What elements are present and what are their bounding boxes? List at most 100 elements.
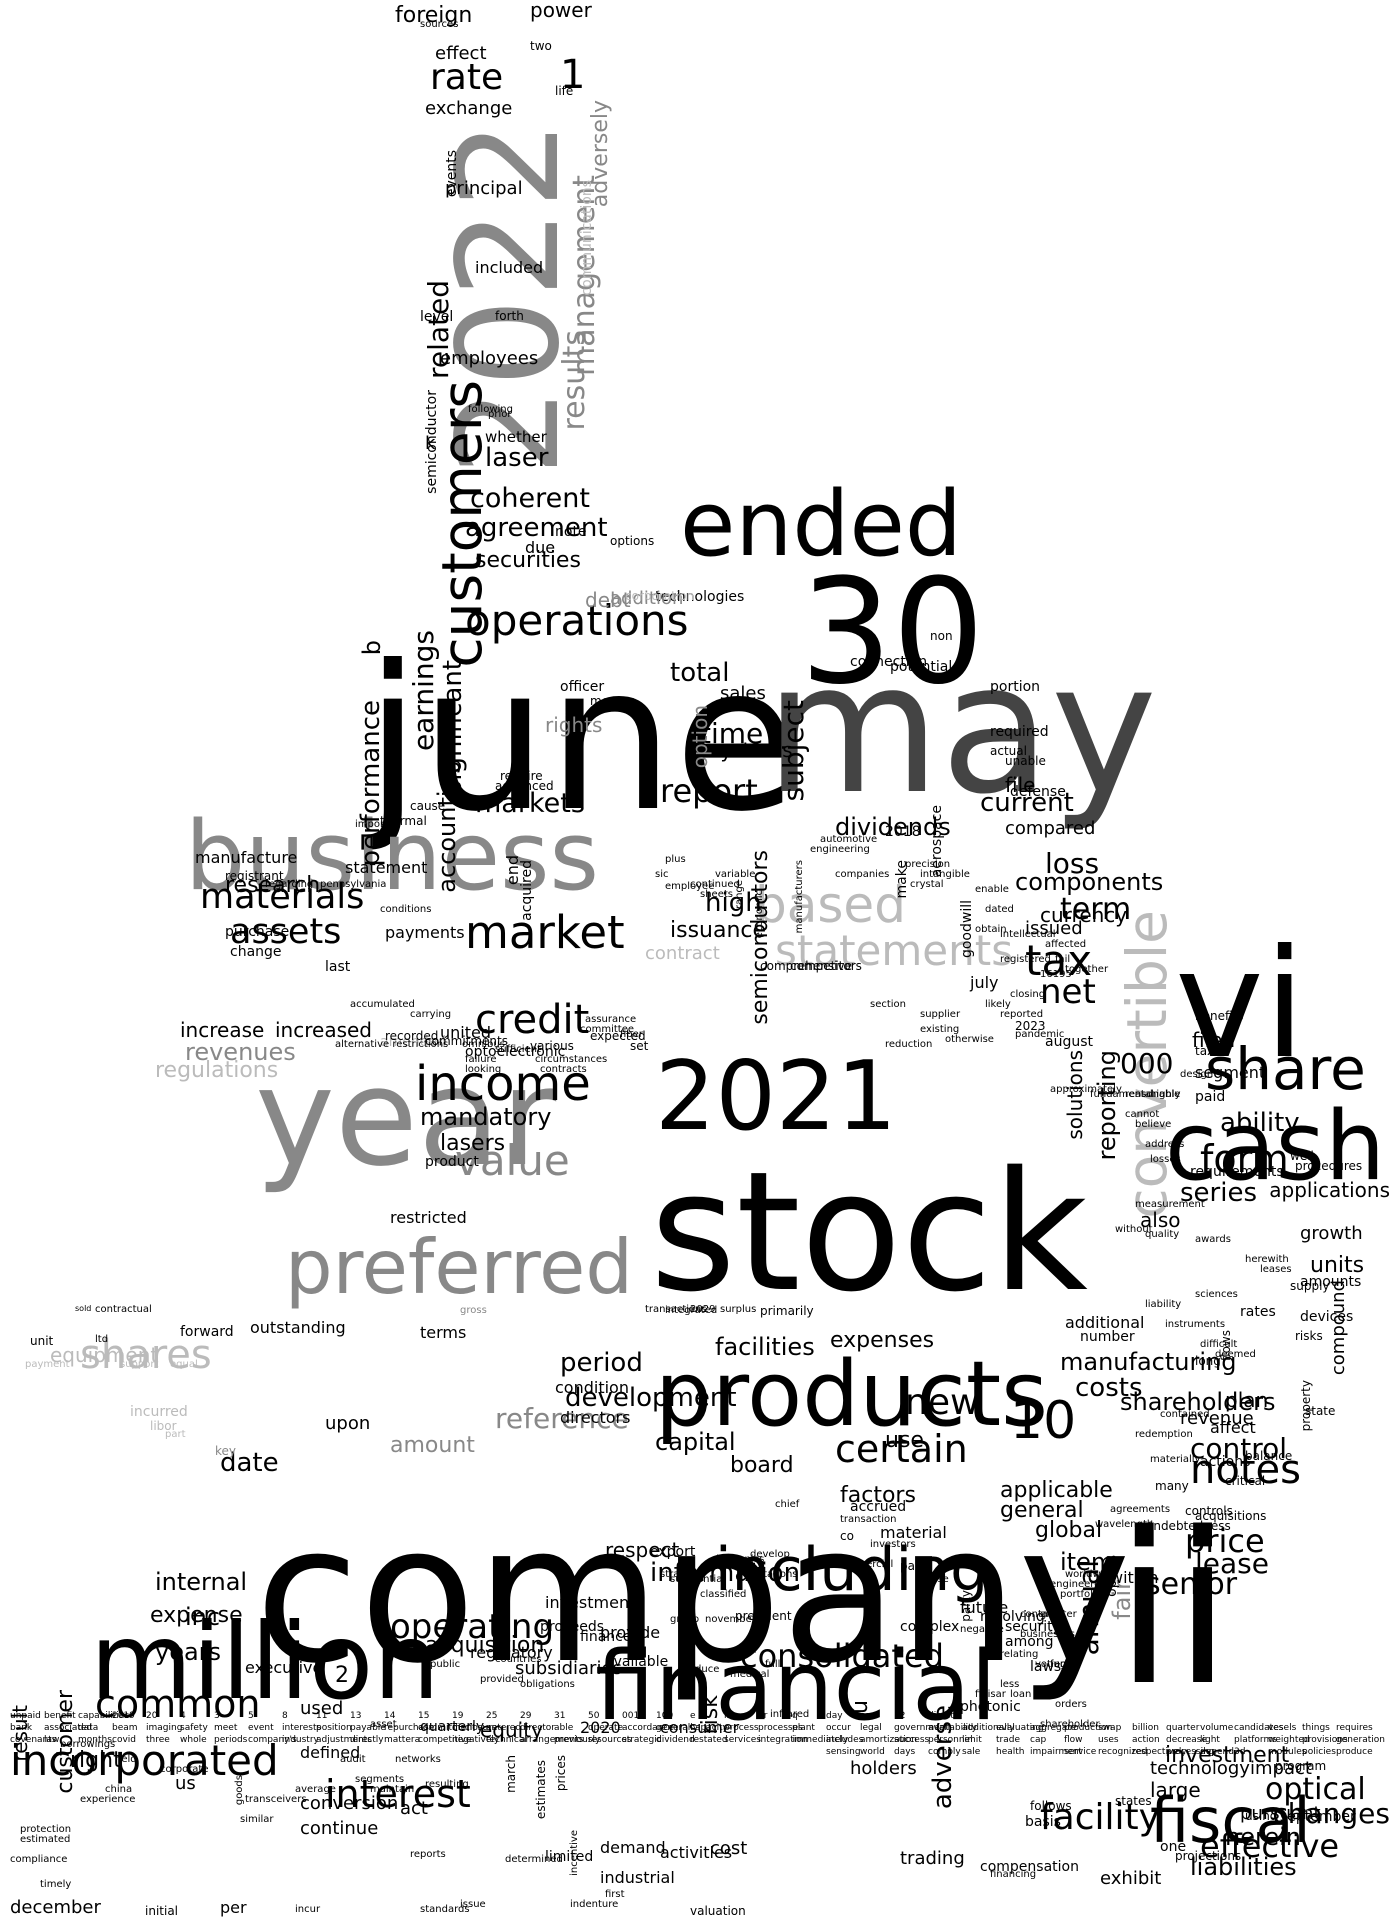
cloud-word: devices	[1300, 1309, 1354, 1325]
cloud-word: provided	[480, 1674, 524, 1685]
cloud-word: payments	[385, 923, 465, 942]
cloud-word: depend	[1200, 1747, 1234, 1757]
cloud-word: 3	[214, 1711, 220, 1721]
cloud-word: losses	[1150, 1154, 1181, 1165]
cloud-word: flow	[1064, 1735, 1083, 1745]
cloud-word: whole	[180, 1735, 207, 1745]
cloud-word: paid	[1195, 1089, 1226, 1105]
cloud-word: address	[1145, 1139, 1185, 1150]
cloud-word: repurchase	[384, 1723, 435, 1733]
cloud-word: acquisitions	[1195, 1509, 1267, 1523]
cloud-word: earnings	[407, 630, 440, 752]
cloud-word: standards	[420, 1904, 470, 1915]
cloud-word: shares	[80, 1332, 212, 1378]
cloud-word: goodwill	[959, 900, 975, 959]
cloud-word: sec	[860, 1711, 876, 1721]
cloud-word: affect	[1210, 1418, 1256, 1437]
cloud-word: form	[1200, 1137, 1289, 1181]
cloud-word: otherwise	[945, 1034, 994, 1045]
cloud-word: strategic	[622, 1735, 662, 1745]
cloud-word: issuance	[670, 918, 767, 943]
cloud-word: protection	[20, 1824, 72, 1835]
cloud-word: light	[1200, 1735, 1220, 1745]
cloud-word: 14	[384, 1711, 396, 1721]
cloud-word: credit	[475, 997, 590, 1043]
cloud-word: reporting	[1093, 1050, 1121, 1161]
cloud-word: interests	[282, 1723, 322, 1733]
cloud-word: restated	[690, 1735, 728, 1745]
cloud-word: president	[735, 1609, 792, 1623]
cloud-word: august	[1045, 1034, 1093, 1050]
cloud-word: indenture	[570, 1899, 619, 1910]
cloud-word: section	[870, 999, 907, 1010]
cloud-word: costs	[1075, 1373, 1143, 1403]
cloud-word: applications	[1269, 1178, 1390, 1202]
cloud-word: variable	[715, 869, 756, 880]
cloud-word: support	[120, 1359, 159, 1370]
cloud-word: systems	[710, 738, 793, 762]
cloud-word: primarily	[760, 1304, 814, 1318]
cloud-word: risks	[1295, 1329, 1323, 1343]
cloud-word: operating	[390, 1607, 555, 1647]
cloud-word: current	[980, 788, 1074, 818]
cloud-word: high	[705, 888, 762, 918]
cloud-word: conditions	[380, 904, 432, 915]
cloud-word: subsidiaries	[515, 1658, 622, 1679]
cloud-word: security	[1005, 1619, 1061, 1635]
cloud-word: components	[1015, 868, 1164, 896]
cloud-word: board	[730, 1453, 794, 1478]
cloud-word: meet	[214, 1723, 238, 1733]
cloud-word: evaluating	[996, 1723, 1044, 1733]
cloud-word: trading	[900, 1848, 965, 1869]
cloud-word: k	[425, 433, 436, 454]
cloud-word: cost	[710, 1838, 748, 1859]
cloud-word: adjustments	[316, 1735, 372, 1745]
cloud-word: corporate	[160, 1764, 209, 1775]
cloud-word: power	[530, 0, 592, 22]
cloud-word: level	[420, 309, 454, 325]
cloud-word: closing	[1010, 989, 1046, 1000]
cloud-word: addition	[610, 588, 684, 609]
cloud-word: tax	[1025, 936, 1093, 985]
cloud-word: export	[650, 1544, 696, 1560]
cloud-word: operate	[588, 1723, 624, 1733]
cloud-word: respect	[605, 1538, 680, 1562]
cloud-word: world	[860, 1747, 885, 1757]
cloud-word: rights	[545, 713, 603, 737]
cloud-word: fund	[1050, 1659, 1073, 1670]
cloud-word: many	[1155, 1479, 1189, 1493]
cloud-word: may	[765, 625, 1158, 834]
cloud-word: sources	[420, 19, 459, 30]
cloud-word: required	[990, 724, 1049, 740]
cloud-word: amended	[380, 1034, 447, 1050]
cloud-word: two	[530, 39, 552, 53]
cloud-word: applicable	[1000, 1478, 1113, 1503]
cloud-word: june	[365, 623, 798, 856]
cloud-word: 2023	[1015, 1019, 1046, 1033]
cloud-word: estimated	[20, 1834, 71, 1845]
cloud-word: respectively	[1132, 1747, 1187, 1757]
cloud-word: unable	[1005, 754, 1046, 768]
cloud-word: worldwide	[1065, 1569, 1116, 1580]
cloud-word: things	[1302, 1723, 1330, 1733]
cloud-word: critical	[1225, 1474, 1266, 1488]
cloud-word: basis	[1025, 1814, 1061, 1830]
cloud-word: control	[1190, 1432, 1288, 1465]
cloud-word: action	[1132, 1735, 1160, 1745]
cloud-word: 2029	[690, 1304, 716, 1315]
cloud-word: omnibus	[462, 1039, 505, 1050]
cloud-word: 000	[1120, 1047, 1174, 1080]
cloud-word: failure	[465, 1054, 497, 1065]
cloud-word: dividends	[835, 813, 951, 841]
cloud-word: procedures	[1295, 1159, 1363, 1173]
cloud-word: actions	[1200, 1454, 1251, 1470]
cloud-word: revenues	[185, 1038, 296, 1066]
cloud-word: purchase	[225, 924, 290, 940]
cloud-word: restricted	[390, 1208, 467, 1227]
cloud-word: follows	[1030, 1799, 1072, 1813]
cloud-word: segments	[355, 1774, 405, 1785]
cloud-word: 29	[520, 1711, 532, 1721]
cloud-word: lease	[1195, 1547, 1269, 1580]
cloud-word: facility	[1040, 1797, 1160, 1838]
cloud-word: state	[1305, 1404, 1336, 1418]
